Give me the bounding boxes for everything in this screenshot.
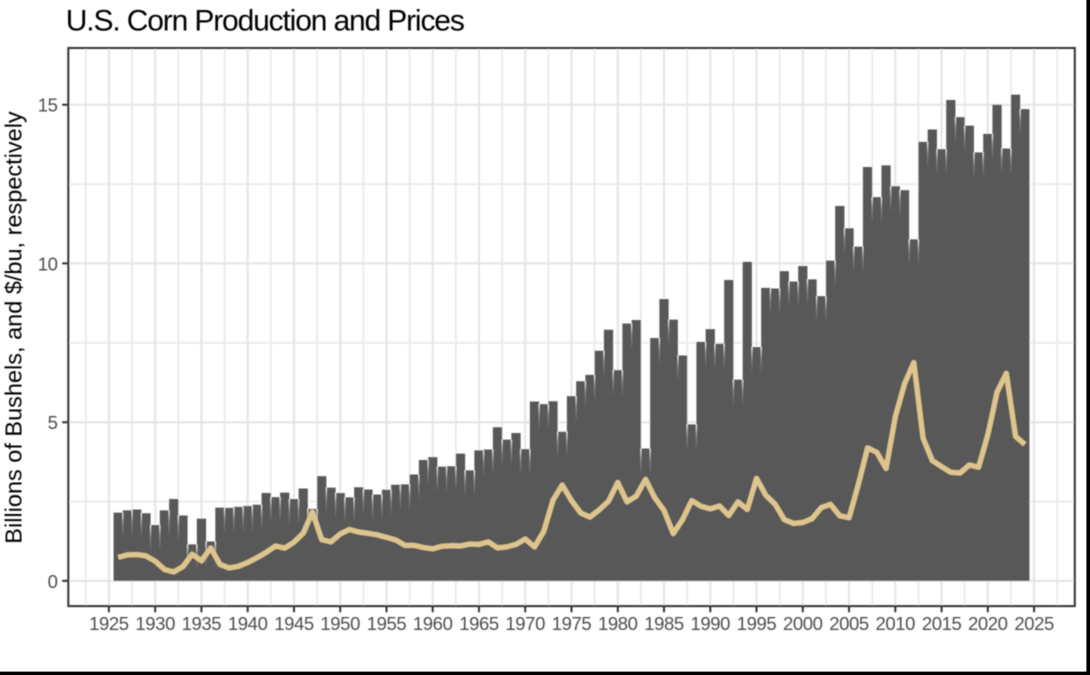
svg-text:U.S. Corn Production and Price: U.S. Corn Production and Prices <box>66 5 464 38</box>
svg-text:1985: 1985 <box>644 613 684 634</box>
svg-text:2000: 2000 <box>783 613 823 634</box>
svg-text:2005: 2005 <box>829 613 869 634</box>
svg-text:2025: 2025 <box>1014 613 1054 634</box>
svg-text:1965: 1965 <box>459 613 499 634</box>
svg-text:1950: 1950 <box>320 613 360 634</box>
svg-text:1980: 1980 <box>598 613 638 634</box>
svg-text:Billions of Bushels, and $/bu,: Billions of Bushels, and $/bu, respectiv… <box>1 111 27 544</box>
svg-text:5: 5 <box>48 412 58 433</box>
svg-text:1975: 1975 <box>552 613 592 634</box>
svg-text:0: 0 <box>48 571 58 592</box>
svg-text:1960: 1960 <box>413 613 453 634</box>
svg-text:1930: 1930 <box>135 613 175 634</box>
svg-text:15: 15 <box>38 95 58 116</box>
svg-text:2010: 2010 <box>876 613 916 634</box>
svg-text:1935: 1935 <box>182 613 222 634</box>
svg-text:2015: 2015 <box>922 613 962 634</box>
svg-text:1990: 1990 <box>691 613 731 634</box>
svg-text:1970: 1970 <box>505 613 545 634</box>
svg-text:1940: 1940 <box>228 613 268 634</box>
svg-text:2020: 2020 <box>968 613 1008 634</box>
svg-text:10: 10 <box>38 253 58 274</box>
svg-text:1955: 1955 <box>367 613 407 634</box>
svg-text:1945: 1945 <box>274 613 314 634</box>
svg-text:1995: 1995 <box>737 613 777 634</box>
svg-text:1925: 1925 <box>89 613 129 634</box>
